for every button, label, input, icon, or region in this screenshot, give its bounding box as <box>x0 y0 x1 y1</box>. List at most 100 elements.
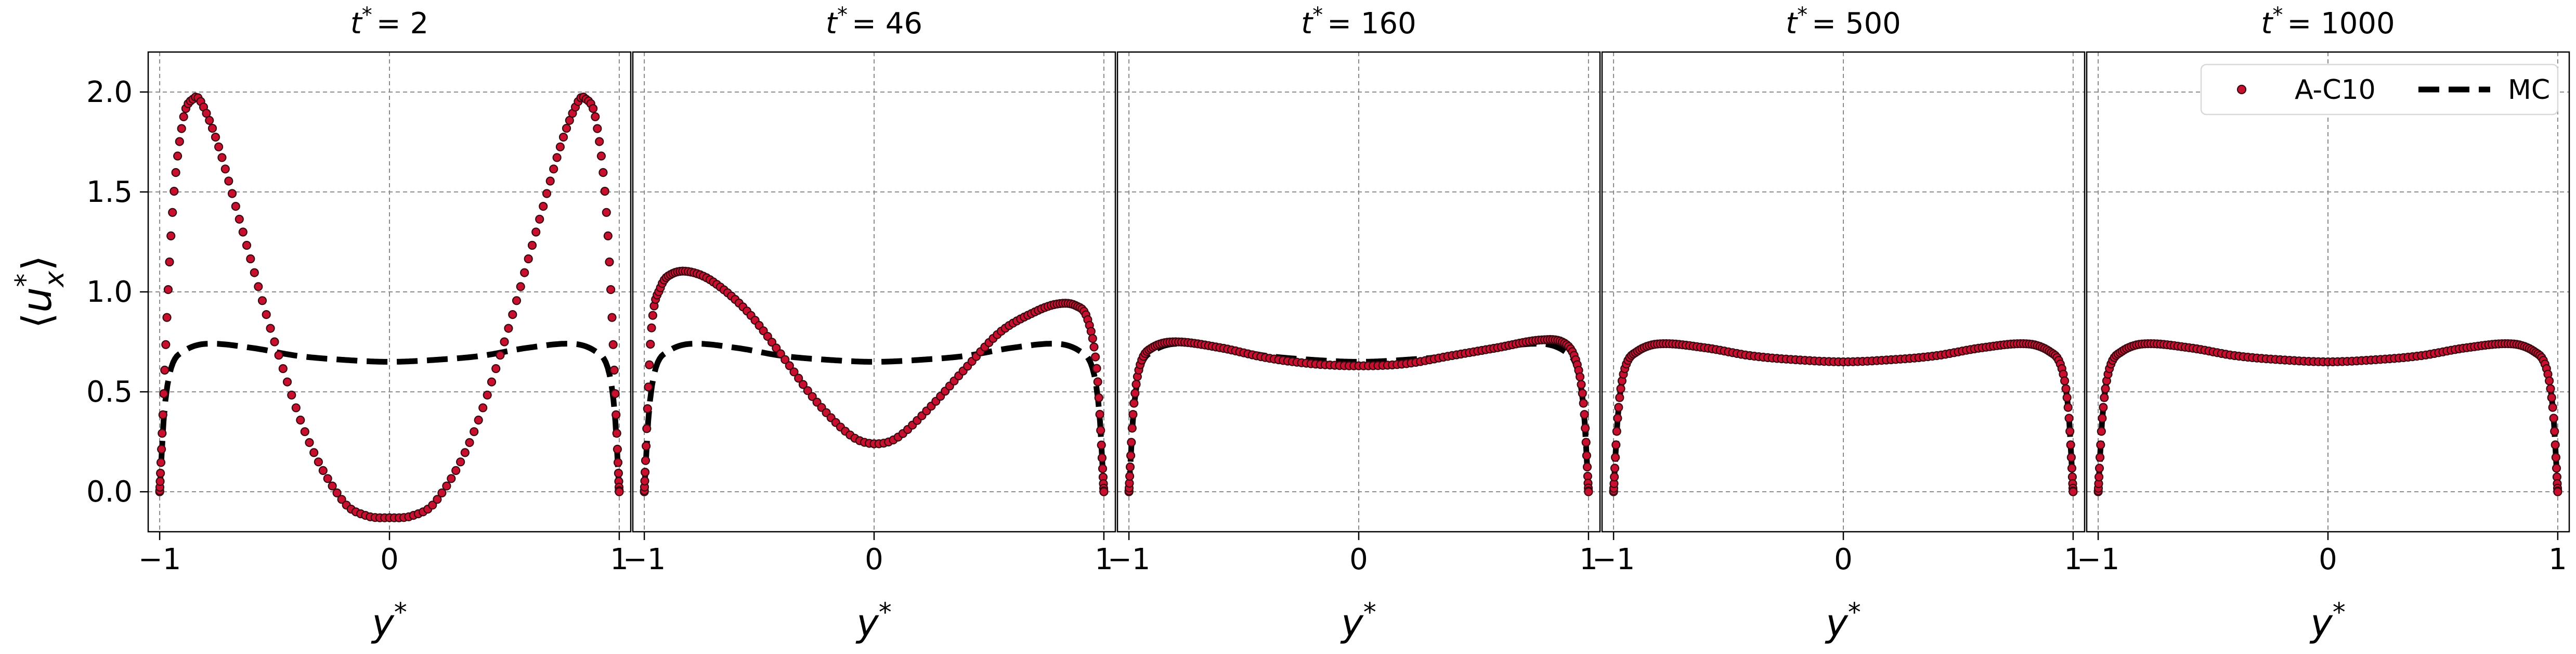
data-point <box>305 438 314 447</box>
data-point <box>2094 472 2104 482</box>
data-point <box>157 444 166 454</box>
data-point <box>300 427 309 437</box>
data-point <box>1086 327 1096 336</box>
data-point <box>808 392 817 401</box>
data-point <box>2096 453 2105 462</box>
data-point <box>2550 427 2559 436</box>
x-tick-label: 1 <box>1095 543 1113 576</box>
title-star: * <box>362 3 372 27</box>
x-axis-label: y* <box>855 597 892 645</box>
legend: A-C10 MC <box>2200 63 2559 116</box>
data-point <box>155 477 165 486</box>
data-point <box>2066 440 2075 450</box>
data-point <box>437 488 447 498</box>
panel-title: t* = 46 <box>826 3 922 41</box>
data-point <box>478 403 488 413</box>
data-point <box>231 202 240 211</box>
data-point <box>165 257 174 267</box>
data-point <box>2546 384 2555 393</box>
series-a-c10-markers <box>155 93 624 522</box>
data-point <box>1584 487 1593 496</box>
data-point <box>1092 364 1101 373</box>
x-tick-label: −1 <box>138 543 181 576</box>
x-tick-label: 1 <box>610 543 629 576</box>
plot-area <box>2093 339 2562 496</box>
data-point <box>767 338 777 347</box>
data-point <box>2551 440 2560 450</box>
data-point <box>447 474 456 483</box>
data-point <box>460 448 470 457</box>
data-point <box>1094 393 1103 403</box>
data-point <box>552 153 562 162</box>
x-tick-label: 0 <box>2319 543 2337 576</box>
title-var: t <box>1786 7 1798 41</box>
x-tick-label: 0 <box>1349 543 1368 576</box>
grid <box>2087 52 2569 532</box>
data-point <box>175 137 184 146</box>
data-point <box>220 164 230 174</box>
data-point <box>640 467 650 477</box>
data-point <box>491 364 501 374</box>
series-a-c10-markers <box>1609 339 2078 496</box>
data-point <box>156 468 165 478</box>
data-point <box>2098 414 2107 423</box>
x-axis-label: y* <box>1340 597 1376 645</box>
data-point <box>242 240 252 250</box>
data-point <box>337 495 346 504</box>
data-point <box>246 254 255 264</box>
data-point <box>1125 462 1135 472</box>
x-axis-label: y* <box>1825 597 1861 645</box>
panel-2: −1 0 1t* = 46y* <box>623 3 1116 645</box>
series-a-c10-markers <box>2093 339 2562 496</box>
data-point <box>1089 342 1099 352</box>
data-point <box>646 339 655 349</box>
y-axis-label: ⟨u*x⟩ <box>10 255 70 328</box>
ylabel-sub: x <box>39 271 70 288</box>
x-tick-label: −1 <box>623 543 666 576</box>
data-point <box>794 374 803 383</box>
grid <box>633 52 1115 532</box>
data-point <box>508 310 517 319</box>
xlabel-var: y <box>371 601 395 645</box>
data-point <box>1610 472 1619 482</box>
data-point <box>309 448 319 457</box>
x-tick-label: 1 <box>2064 543 2083 576</box>
data-point <box>456 457 465 467</box>
xlabel-star: * <box>1848 597 1861 627</box>
data-point <box>1613 414 1622 423</box>
legend-box <box>2200 63 2559 116</box>
y-axis-label-text: ⟨u*x⟩ <box>10 255 70 328</box>
data-point <box>535 214 544 224</box>
data-point <box>607 313 617 322</box>
data-point <box>516 282 525 291</box>
title-value: = 1000 <box>2287 7 2395 41</box>
title-var: t <box>2261 7 2273 41</box>
data-point <box>2551 453 2560 462</box>
data-point <box>487 377 497 387</box>
data-point <box>644 382 653 392</box>
data-point <box>160 365 170 375</box>
data-point <box>2063 403 2073 412</box>
data-point <box>562 124 571 133</box>
data-point <box>262 310 271 319</box>
panels: −1 0 10.00.51.01.52.0t* = 2y*−1 0 1t* = 46y*−1… <box>86 3 2570 645</box>
data-point <box>776 349 785 358</box>
data-point <box>2062 393 2072 402</box>
data-point <box>1096 426 1105 435</box>
panel-1: −1 0 10.00.51.01.52.0t* = 2y* <box>86 3 632 645</box>
data-point <box>2552 464 2561 473</box>
y-tick-label: 0.5 <box>86 375 133 409</box>
data-point <box>549 164 558 174</box>
data-point <box>278 364 288 374</box>
legend-label-a-c10: A-C10 <box>2295 74 2376 106</box>
data-point <box>296 415 305 425</box>
ylabel-close: ⟩ <box>14 255 61 271</box>
x-tick-label: −1 <box>1108 543 1151 576</box>
data-point <box>1582 462 1592 472</box>
data-point <box>483 390 492 400</box>
data-point <box>470 427 479 437</box>
panel-title: t* = 2 <box>350 3 428 41</box>
data-point <box>798 380 808 389</box>
data-point <box>648 311 658 320</box>
